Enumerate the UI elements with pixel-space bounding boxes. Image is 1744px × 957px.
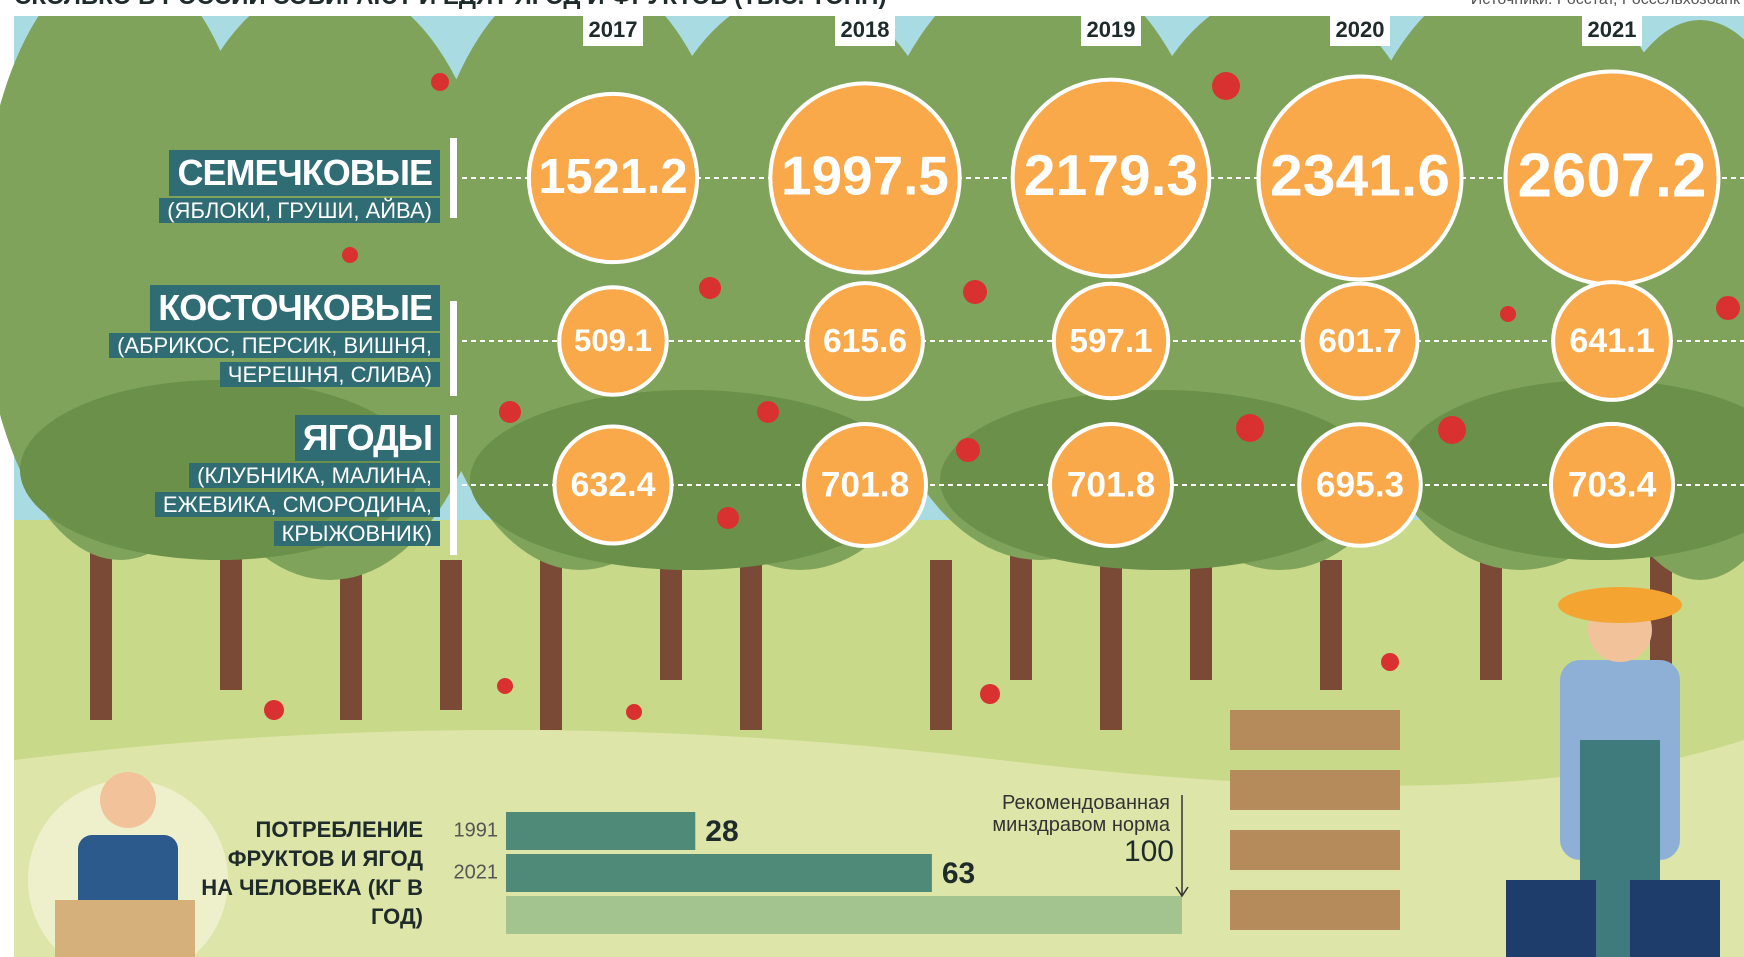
row-name: КОСТОЧКОВЫЕ — [150, 285, 440, 331]
row-bar — [450, 301, 457, 396]
bar — [506, 854, 932, 892]
reference-value: 100 — [1124, 835, 1174, 868]
bubble-label: 597.1 — [1070, 323, 1153, 360]
row-description-text: (АБРИКОС, ПЕРСИК, ВИШНЯ, ЧЕРЕШНЯ, СЛИВА) — [109, 333, 440, 387]
row-description: (АБРИКОС, ПЕРСИК, ВИШНЯ, ЧЕРЕШНЯ, СЛИВА) — [90, 331, 440, 389]
bar — [506, 812, 695, 850]
bubble-label: 601.7 — [1318, 323, 1401, 360]
bubble-label: 1521.2 — [538, 150, 687, 204]
source: Источники: Росстат, Россельхозбанк — [1471, 0, 1741, 8]
bar-chart-title: ПОТРЕБЛЕНИЕ ФРУКТОВ И ЯГОД НА ЧЕЛОВЕКА (… — [193, 815, 423, 931]
bar-value: 63 — [942, 857, 975, 890]
bubble-label: 2341.6 — [1270, 144, 1450, 209]
row-description: (ЯБЛОКИ, ГРУШИ, АЙВА) — [100, 196, 440, 225]
bubble-label: 632.4 — [571, 466, 656, 504]
row-label: КОСТОЧКОВЫЕ(АБРИКОС, ПЕРСИК, ВИШНЯ, ЧЕРЕ… — [20, 285, 440, 389]
row-name: СЕМЕЧКОВЫЕ — [169, 150, 440, 196]
year-label: 2017 — [589, 17, 638, 42]
bubble-label: 701.8 — [821, 465, 910, 504]
year-label: 2020 — [1336, 17, 1385, 42]
category-label: 2021 — [454, 861, 499, 883]
year-label: 2018 — [841, 17, 890, 42]
bubble-label: 695.3 — [1316, 465, 1404, 504]
row-bar — [450, 415, 457, 555]
row-label: ЯГОДЫ(КЛУБНИКА, МАЛИНА, ЕЖЕВИКА, СМОРОДИ… — [20, 415, 440, 548]
year-label: 2019 — [1087, 17, 1136, 42]
bubble-label: 703.4 — [1568, 464, 1657, 504]
bubble-label: 641.1 — [1569, 322, 1654, 360]
page: СКОЛЬКО В РОССИИ СОБИРАЮТ И ЕДЯТ ЯГОД И … — [0, 0, 1744, 957]
row-description-text: (ЯБЛОКИ, ГРУШИ, АЙВА) — [159, 198, 440, 223]
bubble-label: 2179.3 — [1024, 144, 1198, 208]
bubble-label: 1997.5 — [781, 145, 949, 207]
row-name: ЯГОДЫ — [295, 415, 440, 461]
row-description-text: (КЛУБНИКА, МАЛИНА, ЕЖЕВИКА, СМОРОДИНА, К… — [155, 463, 440, 546]
bubble-label: 509.1 — [574, 323, 652, 358]
chart-title: СКОЛЬКО В РОССИИ СОБИРАЮТ И ЕДЯТ ЯГОД И … — [14, 0, 886, 10]
row-bar — [450, 138, 457, 218]
bubble-label: 615.6 — [823, 323, 907, 360]
category-label: 1991 — [454, 819, 499, 841]
reference-label: Рекомендованная минздравом норма — [950, 792, 1170, 836]
bubble-label: 2607.2 — [1518, 141, 1707, 210]
bubble-label: 701.8 — [1067, 465, 1156, 504]
year-label: 2021 — [1588, 17, 1637, 42]
reference-bar — [506, 896, 1182, 934]
row-description: (КЛУБНИКА, МАЛИНА, ЕЖЕВИКА, СМОРОДИНА, К… — [140, 461, 440, 548]
row-label: СЕМЕЧКОВЫЕ(ЯБЛОКИ, ГРУШИ, АЙВА) — [20, 150, 440, 225]
bar-value: 28 — [705, 815, 738, 848]
